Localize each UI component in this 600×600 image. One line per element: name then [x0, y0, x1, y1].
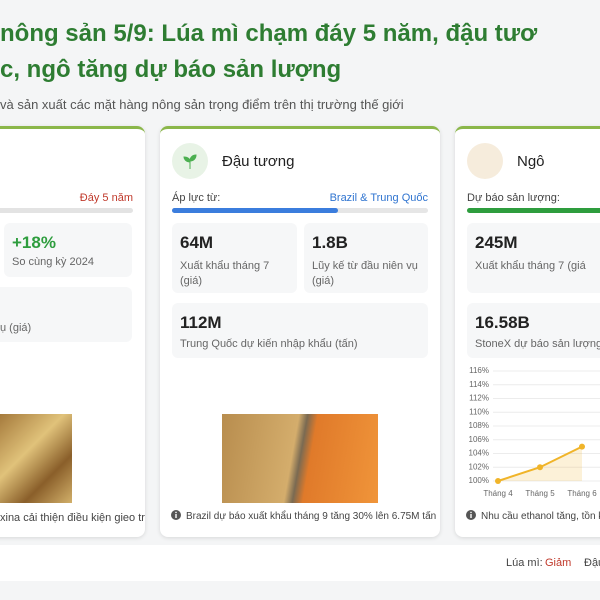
- icon: [467, 143, 503, 179]
- tag: Đáy 5 năm: [79, 192, 133, 204]
- y-tick-label: 110%: [469, 407, 489, 416]
- stat-label: ụ (giá): [0, 322, 32, 334]
- x-tick-label: Tháng 5: [525, 489, 555, 498]
- stat-label: Lũy kế từ đầu niên vụ (giá): [312, 260, 418, 287]
- stat-label: Xuất khẩu tháng 7 (giá: [475, 260, 586, 272]
- footer-bar: Lúa mì: Giảm Đậu: [0, 545, 600, 581]
- y-tick-label: 104%: [469, 449, 489, 458]
- card: Đậu tương Áp lực từ: Brazil & Trung Quốc…: [160, 126, 440, 537]
- stat-value: 64M: [180, 233, 214, 252]
- info-icon: [466, 510, 476, 520]
- stat-label: StoneX dự báo sản lượng (: [475, 338, 600, 350]
- y-tick-label: 114%: [469, 380, 489, 389]
- footer: Nhu cầu ethanol tăng, tồn kho: [481, 511, 600, 522]
- stat: +18% So cùng kỳ 2024: [4, 223, 132, 277]
- stat-value: 112M: [180, 313, 222, 332]
- stat: 245M Xuất khẩu tháng 7 (giá: [467, 223, 600, 293]
- image: [222, 414, 378, 503]
- point: [579, 443, 585, 450]
- y-tick-label: 112%: [469, 394, 489, 403]
- title: nông sản 5/9: Lúa mì chạm đáy 5 năm, đậu…: [0, 20, 538, 47]
- y-tick-label: 106%: [469, 435, 489, 444]
- card: Ngô Dự báo sản lượng: 245M Xuất khẩu thá…: [455, 126, 600, 537]
- stat-value: 245M: [475, 233, 518, 252]
- area: [498, 446, 582, 481]
- point: [495, 478, 501, 484]
- bar: [0, 208, 133, 213]
- stat-value: 1.8B: [312, 233, 348, 252]
- bar-label: Dự báo sản lượng:: [467, 192, 560, 204]
- label: Lúa mì:: [506, 557, 543, 569]
- label: Đậu: [584, 557, 600, 569]
- stat: 64M Xuất khẩu tháng 7 (giá): [172, 223, 297, 293]
- stat-label: Trung Quốc dự kiến nhập khẩu (tấn): [180, 338, 358, 350]
- stat: 16.58B StoneX dự báo sản lượng (: [467, 303, 600, 358]
- card-title: Đậu tương: [222, 153, 295, 170]
- chart: 100% 102% 104% 106% 108% 110% 112% 114% 116% Thán…: [469, 366, 600, 498]
- status: Giảm: [545, 557, 572, 569]
- title: c, ngô tăng dự báo sản lượng: [0, 56, 342, 83]
- info-icon: [171, 510, 181, 520]
- y-tick-label: 100%: [469, 476, 489, 485]
- subtitle: và sản xuất các mặt hàng nông sản trọng …: [0, 97, 404, 112]
- stat-value: +18%: [12, 233, 56, 252]
- bar-label: Áp lực từ:: [172, 192, 221, 204]
- footer: Brazil dự báo xuất khẩu tháng 9 tăng 30%…: [186, 511, 437, 522]
- stat: ụ (giá): [0, 287, 132, 342]
- image: [0, 414, 72, 503]
- stat: 1.8B Lũy kế từ đầu niên vụ (giá): [304, 223, 428, 293]
- stat-label: So cùng kỳ 2024: [12, 256, 94, 268]
- card-title: Ngô: [517, 153, 545, 170]
- stat-label: Xuất khẩu tháng 7 (giá): [180, 260, 270, 287]
- point: [537, 464, 543, 471]
- y-tick-label: 102%: [469, 462, 489, 471]
- y-tick-label: 108%: [469, 421, 489, 430]
- icon: [172, 143, 208, 179]
- bar-fill: [172, 208, 338, 213]
- y-tick-label: 116%: [469, 366, 489, 375]
- tag: Brazil & Trung Quốc: [329, 192, 428, 204]
- bar-fill: [467, 208, 600, 213]
- footer: xina cải thiện điều kiện gieo trồng: [0, 512, 145, 524]
- stat-value: 16.58B: [475, 313, 530, 332]
- card: Đáy 5 năm +18% So cùng kỳ 2024 ụ (giá) x…: [0, 126, 145, 537]
- x-tick-label: Tháng 6: [567, 489, 597, 498]
- x-tick-label: Tháng 4: [483, 489, 513, 498]
- sprout: [183, 154, 197, 169]
- stat: 112M Trung Quốc dự kiến nhập khẩu (tấn): [172, 303, 428, 358]
